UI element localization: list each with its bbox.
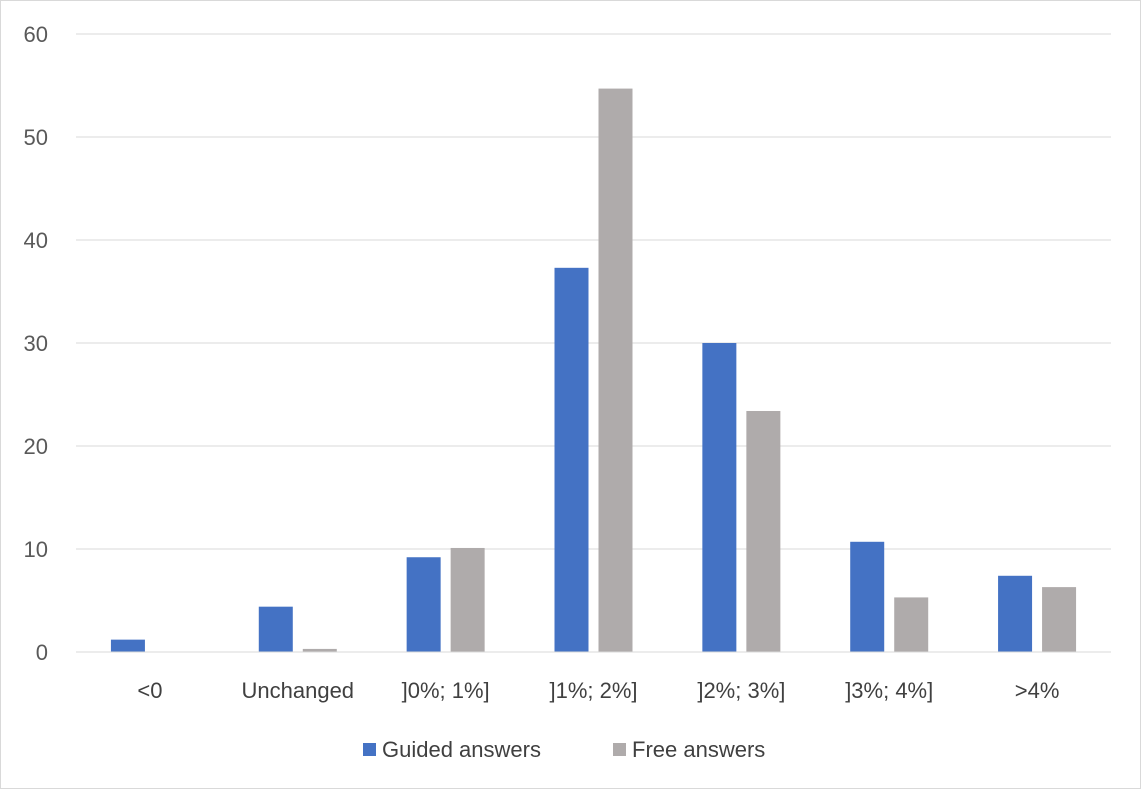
x-category-label: <0 bbox=[137, 678, 162, 703]
bar-free-4 bbox=[746, 410, 781, 652]
y-axis-ticks: 0 10 20 30 40 50 60 bbox=[24, 22, 48, 665]
y-tick-label: 20 bbox=[24, 434, 48, 459]
bars bbox=[110, 88, 1077, 653]
x-axis-categories: <0 Unchanged ]0%; 1%] ]1%; 2%] ]2%; 3%] ]3%; … bbox=[137, 678, 1059, 703]
x-category-label: ]2%; 3%] bbox=[697, 678, 785, 703]
bar-guided-4 bbox=[702, 343, 737, 652]
x-category-label: Unchanged bbox=[242, 678, 355, 703]
bar-free-1 bbox=[302, 648, 337, 652]
gridlines bbox=[76, 33, 1111, 550]
legend-swatch-free bbox=[613, 743, 626, 756]
bar-guided-0 bbox=[110, 639, 145, 652]
bar-guided-3 bbox=[554, 267, 589, 652]
bar-guided-1 bbox=[258, 606, 293, 652]
bar-free-6 bbox=[1042, 587, 1077, 652]
bar-free-5 bbox=[894, 597, 929, 652]
bar-free-2 bbox=[450, 547, 485, 652]
legend-swatch-guided bbox=[363, 743, 376, 756]
x-category-label: ]1%; 2%] bbox=[549, 678, 637, 703]
bar-guided-5 bbox=[850, 541, 885, 652]
legend-label-free: Free answers bbox=[632, 737, 765, 762]
legend-label-guided: Guided answers bbox=[382, 737, 541, 762]
x-category-label: ]3%; 4%] bbox=[845, 678, 933, 703]
y-tick-label: 10 bbox=[24, 537, 48, 562]
x-category-label: ]0%; 1%] bbox=[402, 678, 490, 703]
legend: Guided answers Free answers bbox=[363, 737, 765, 762]
y-tick-label: 50 bbox=[24, 125, 48, 150]
y-tick-label: 40 bbox=[24, 228, 48, 253]
bar-guided-2 bbox=[406, 557, 441, 652]
bar-free-3 bbox=[598, 88, 633, 653]
x-category-label: >4% bbox=[1015, 678, 1060, 703]
y-tick-label: 30 bbox=[24, 331, 48, 356]
y-tick-label: 60 bbox=[24, 22, 48, 47]
bar-guided-6 bbox=[998, 575, 1033, 652]
y-tick-label: 0 bbox=[36, 640, 48, 665]
